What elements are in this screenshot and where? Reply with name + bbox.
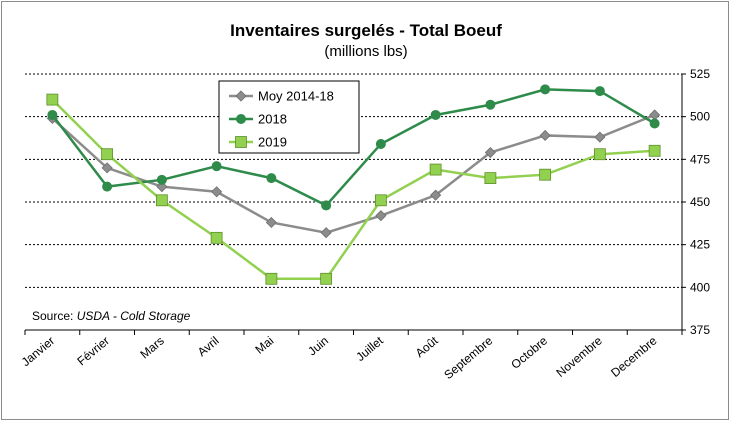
data-point-2018 bbox=[485, 99, 496, 110]
data-point-moy-2014-18 bbox=[594, 131, 606, 143]
data-point-moy-2014-18 bbox=[101, 162, 113, 174]
x-tick-label: Octobre bbox=[508, 333, 550, 371]
data-point-moy-2014-18 bbox=[430, 189, 442, 201]
series-lines bbox=[46, 84, 661, 285]
x-tick-label: Août bbox=[413, 333, 441, 360]
data-point-2018 bbox=[102, 181, 113, 192]
data-point-2019 bbox=[593, 148, 606, 161]
x-tick-label: Avril bbox=[195, 334, 222, 360]
x-tick-label: Janvier bbox=[19, 334, 58, 370]
axes bbox=[24, 73, 686, 335]
y-tick-label: 450 bbox=[690, 195, 710, 209]
data-point-2019 bbox=[648, 144, 661, 157]
x-tick-label: Février bbox=[74, 334, 112, 369]
data-point-moy-2014-18 bbox=[211, 186, 223, 198]
data-point-2019 bbox=[429, 163, 442, 176]
data-point-2018 bbox=[266, 173, 277, 184]
x-tick-label: Mai bbox=[252, 334, 276, 357]
data-point-2019 bbox=[155, 194, 168, 207]
data-point-moy-2014-18 bbox=[265, 216, 277, 229]
data-point-moy-2014-18 bbox=[484, 146, 496, 159]
data-point-2018 bbox=[649, 118, 660, 129]
x-tick-label: Juillet bbox=[353, 333, 386, 364]
data-point-moy-2014-18 bbox=[320, 227, 332, 239]
data-point-2019 bbox=[539, 168, 552, 181]
data-point-2019 bbox=[320, 272, 333, 285]
chart-subtitle: (millions lbs) bbox=[324, 43, 407, 60]
series-line-moy-2014-18 bbox=[51, 113, 656, 235]
source-value: USDA - Cold Storage bbox=[77, 309, 191, 323]
data-point-2018 bbox=[156, 174, 167, 185]
legend-marker-2019 bbox=[235, 136, 247, 148]
source-note: Source: USDA - Cold Storage bbox=[32, 309, 191, 323]
data-point-2018 bbox=[211, 161, 222, 172]
data-point-2018 bbox=[540, 84, 551, 95]
y-tick-labels: 375 400 425 450 475 500 525 bbox=[690, 67, 710, 337]
data-point-2019 bbox=[210, 231, 223, 244]
data-point-moy-2014-18 bbox=[649, 109, 661, 121]
y-tick-label: 375 bbox=[690, 323, 710, 337]
legend-label-moy-2014-18: Moy 2014-18 bbox=[258, 89, 334, 104]
legend-label-2018: 2018 bbox=[258, 112, 287, 127]
y-tick-label: 425 bbox=[690, 238, 710, 252]
gridlines bbox=[25, 73, 682, 288]
data-point-moy-2014-18 bbox=[375, 210, 387, 222]
data-point-2019 bbox=[484, 172, 497, 185]
data-point-2018 bbox=[47, 109, 58, 120]
x-tick-label: Novembre bbox=[553, 333, 605, 380]
data-point-2019 bbox=[46, 93, 59, 106]
chart-title: Inventaires surgelés - Total Boeuf bbox=[230, 21, 502, 40]
x-tick-labels: Janvier Février Mars Avril Mai Juin Juillet Aoû… bbox=[19, 333, 660, 382]
y-tick-label: 400 bbox=[690, 280, 710, 294]
data-point-2019 bbox=[101, 148, 114, 161]
series-line-2018 bbox=[51, 88, 656, 207]
series-line-2019 bbox=[51, 98, 655, 281]
data-point-2018 bbox=[321, 200, 332, 211]
data-point-2018 bbox=[430, 109, 441, 120]
x-tick-label: Decembre bbox=[608, 333, 660, 380]
y-tick-label: 500 bbox=[690, 110, 710, 124]
data-point-2019 bbox=[265, 272, 278, 285]
data-point-2019 bbox=[374, 194, 387, 207]
data-point-2018 bbox=[375, 138, 386, 149]
legend-label-2019: 2019 bbox=[258, 135, 287, 150]
x-tick-label: Septembre bbox=[441, 333, 495, 382]
data-point-2018 bbox=[594, 86, 605, 97]
y-tick-label: 475 bbox=[690, 152, 710, 166]
y-tick-label: 525 bbox=[690, 67, 710, 81]
legend-marker-moy-2014-18 bbox=[235, 90, 247, 102]
x-tick-label: Mars bbox=[137, 334, 166, 362]
legend-marker-2018 bbox=[236, 114, 246, 124]
x-tick-label: Juin bbox=[305, 334, 331, 359]
legend: Moy 2014-18 2018 2019 bbox=[218, 80, 360, 154]
data-point-moy-2014-18 bbox=[539, 129, 551, 142]
source-label: Source: bbox=[32, 309, 77, 323]
